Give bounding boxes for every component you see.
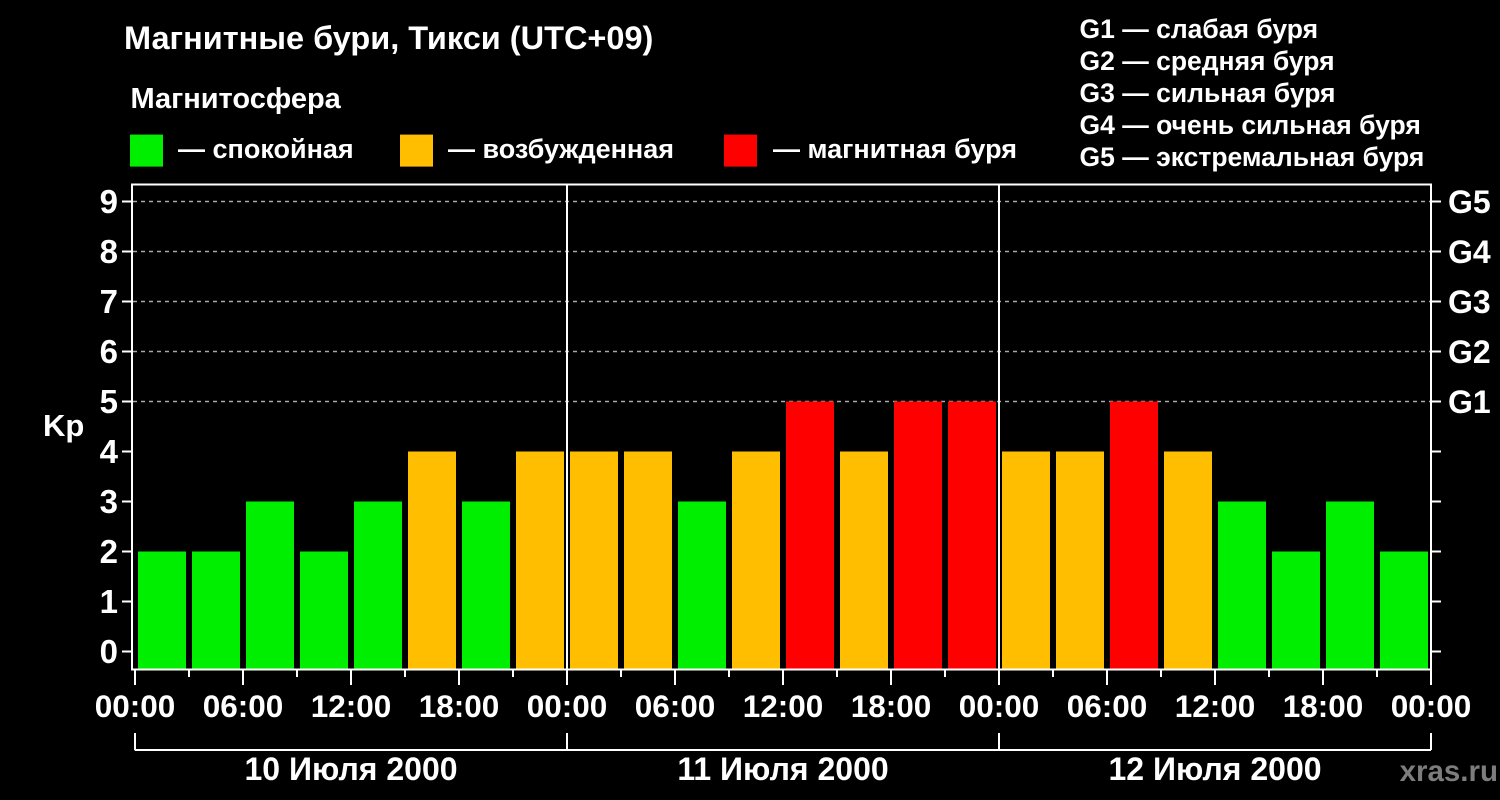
- svg-text:12:00: 12:00: [1175, 688, 1256, 724]
- svg-text:— магнитная буря: — магнитная буря: [773, 134, 1017, 164]
- svg-text:1: 1: [100, 583, 118, 620]
- svg-text:G2 — средняя буря: G2 — средняя буря: [1080, 46, 1335, 76]
- svg-text:G5 — экстремальная буря: G5 — экстремальная буря: [1080, 142, 1425, 172]
- svg-text:3: 3: [100, 483, 118, 520]
- svg-text:00:00: 00:00: [95, 688, 176, 724]
- svg-text:— спокойная: — спокойная: [178, 134, 354, 164]
- svg-text:12:00: 12:00: [311, 688, 392, 724]
- svg-text:Магнитные бури, Тикси (UTC+09): Магнитные бури, Тикси (UTC+09): [124, 20, 653, 56]
- svg-text:Kp: Kp: [43, 408, 84, 443]
- svg-text:00:00: 00:00: [1391, 688, 1472, 724]
- svg-text:9: 9: [100, 183, 118, 220]
- svg-text:6: 6: [100, 333, 118, 370]
- svg-text:18:00: 18:00: [851, 688, 932, 724]
- svg-text:18:00: 18:00: [419, 688, 500, 724]
- svg-text:10 Июля 2000: 10 Июля 2000: [244, 751, 457, 787]
- svg-text:2: 2: [100, 533, 118, 570]
- svg-text:0: 0: [100, 633, 118, 670]
- svg-text:06:00: 06:00: [635, 688, 716, 724]
- svg-text:xras.ru: xras.ru: [1400, 755, 1498, 788]
- svg-text:G3 — сильная буря: G3 — сильная буря: [1080, 78, 1336, 108]
- svg-text:Магнитосфера: Магнитосфера: [131, 83, 342, 115]
- svg-text:G2: G2: [1448, 334, 1491, 370]
- svg-text:18:00: 18:00: [1283, 688, 1364, 724]
- svg-text:06:00: 06:00: [1067, 688, 1148, 724]
- svg-text:11 Июля 2000: 11 Июля 2000: [677, 751, 888, 787]
- svg-text:7: 7: [100, 283, 118, 320]
- svg-text:5: 5: [100, 383, 118, 420]
- svg-text:00:00: 00:00: [527, 688, 608, 724]
- svg-text:G4: G4: [1448, 234, 1491, 270]
- svg-text:— возбужденная: — возбужденная: [448, 134, 674, 164]
- svg-text:12 Июля 2000: 12 Июля 2000: [1108, 751, 1321, 787]
- svg-text:00:00: 00:00: [959, 688, 1040, 724]
- svg-text:G5: G5: [1448, 184, 1491, 220]
- svg-text:8: 8: [100, 233, 118, 270]
- svg-text:G4 — очень сильная буря: G4 — очень сильная буря: [1080, 110, 1421, 140]
- svg-text:12:00: 12:00: [743, 688, 824, 724]
- svg-text:06:00: 06:00: [203, 688, 284, 724]
- svg-text:G1: G1: [1448, 384, 1491, 420]
- svg-text:G1 — слабая буря: G1 — слабая буря: [1080, 14, 1319, 44]
- svg-text:G3: G3: [1448, 284, 1491, 320]
- svg-text:4: 4: [100, 433, 119, 470]
